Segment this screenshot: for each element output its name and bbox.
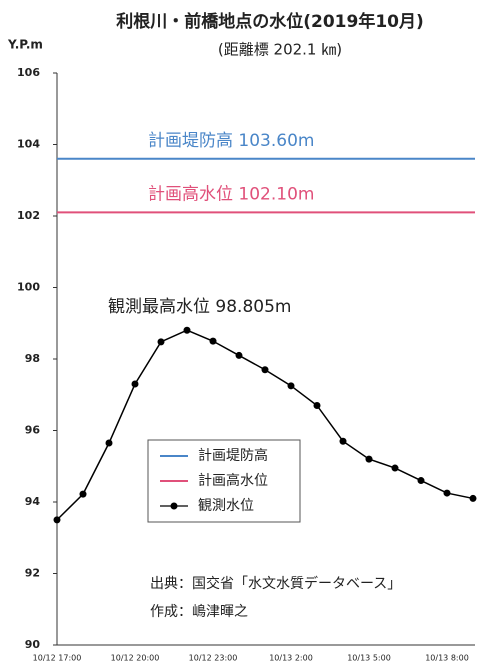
data-point (365, 455, 373, 463)
y-axis-label: Y.P.m (7, 38, 43, 52)
chart-subtitle: (距離標 202.1 ㎞) (218, 41, 342, 59)
y-tick-label: 104 (17, 138, 40, 151)
data-point (261, 366, 269, 374)
data-point (209, 337, 217, 345)
author-note: 作成：嶋津暉之 (150, 604, 248, 620)
peak-annotation: 観測最高水位 98.805m (108, 297, 291, 317)
y-tick-label: 102 (17, 209, 40, 222)
data-point (417, 477, 425, 485)
data-point (287, 382, 295, 390)
data-point (105, 439, 113, 447)
data-point (183, 326, 191, 334)
legend-label: 計画堤防高 (198, 447, 268, 464)
legend-label: 観測水位 (198, 497, 254, 514)
data-point (313, 401, 321, 409)
legend-marker (170, 502, 178, 510)
data-point (443, 489, 451, 497)
x-tick-label: 10/12 17:00 (33, 654, 82, 663)
y-tick-label: 92 (25, 567, 40, 580)
x-tick-label: 10/12 20:00 (111, 654, 160, 663)
data-point (235, 351, 243, 359)
data-point (339, 437, 347, 445)
data-point (131, 380, 139, 388)
y-tick-label: 106 (17, 66, 40, 79)
data-point (157, 338, 165, 346)
x-tick-label: 10/13 8:00 (425, 654, 469, 663)
data-point (53, 516, 61, 524)
reference-label: 計画堤防高 103.60m (148, 131, 314, 151)
legend-label: 計画高水位 (198, 472, 268, 489)
y-tick-label: 94 (25, 495, 41, 508)
data-point (391, 464, 399, 472)
x-tick-label: 10/13 2:00 (269, 654, 313, 663)
x-tick-label: 10/13 5:00 (347, 654, 391, 663)
y-tick-label: 90 (25, 638, 41, 651)
reference-label: 計画高水位 102.10m (148, 184, 314, 204)
y-tick-label: 96 (25, 424, 41, 437)
x-tick-label: 10/12 23:00 (189, 654, 238, 663)
y-tick-label: 100 (17, 281, 40, 294)
data-point (79, 490, 87, 498)
data-point (469, 494, 477, 502)
y-tick-label: 98 (25, 352, 40, 365)
source-note: 出典：国交省「水文水質データベース」 (150, 575, 401, 592)
chart-title: 利根川・前橋地点の水位(2019年10月) (116, 11, 424, 32)
